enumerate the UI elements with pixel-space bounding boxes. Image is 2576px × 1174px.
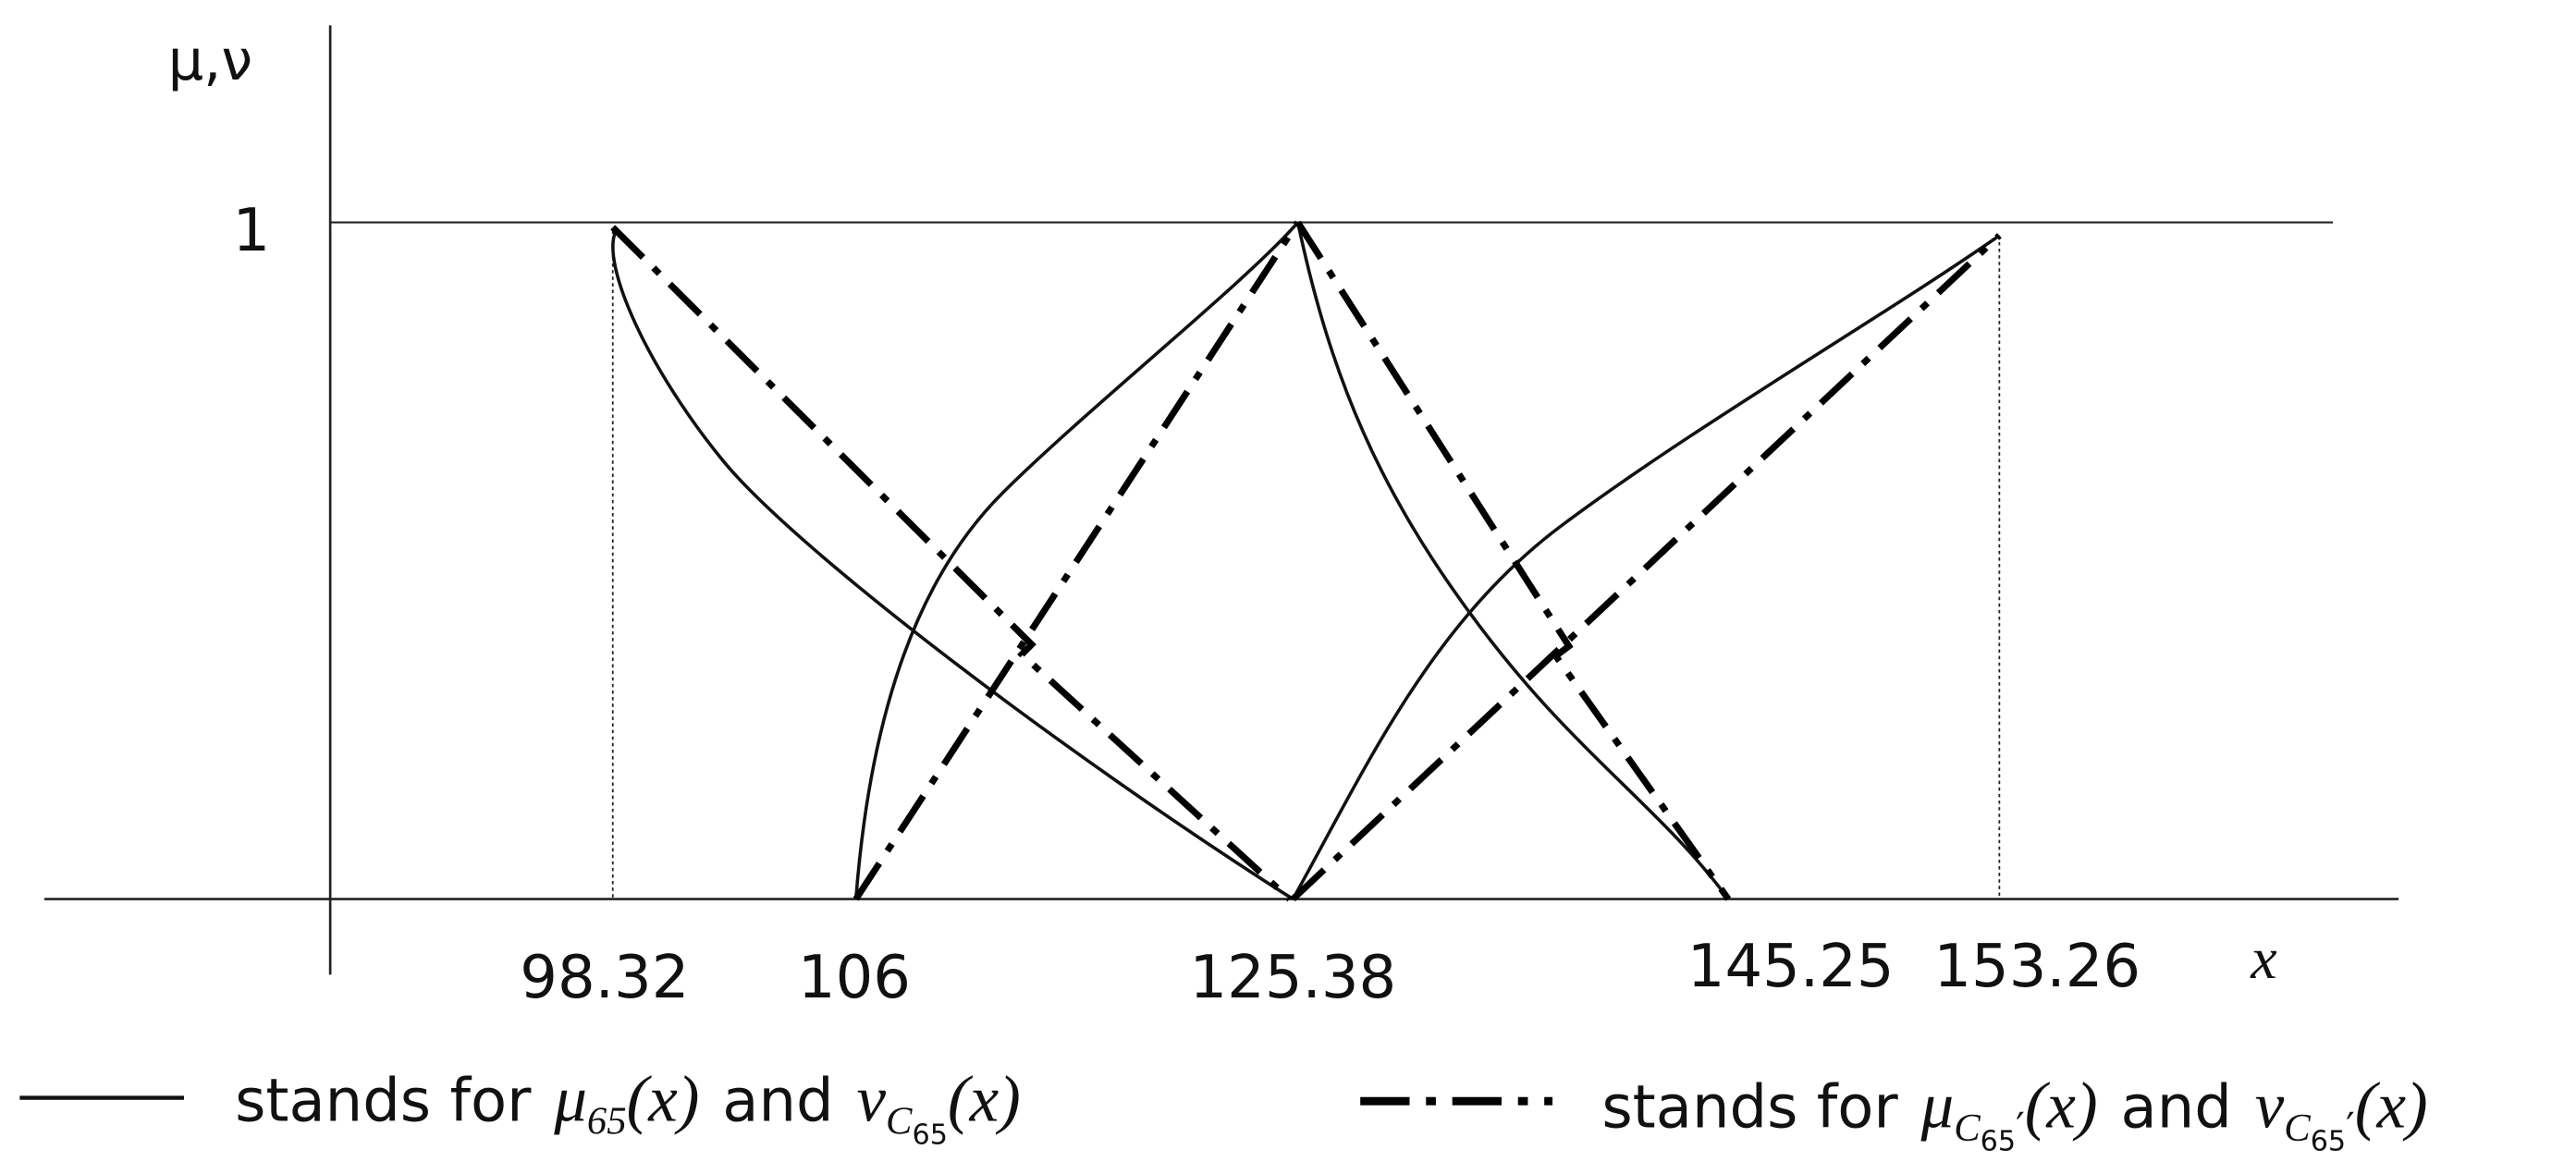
x-tick-label: 153.26 [1933, 933, 2141, 1001]
legend-part: stands for [1601, 1074, 1898, 1143]
x-tick-label: 125.38 [1189, 944, 1396, 1012]
y-label: μ,ν [168, 29, 252, 93]
legend-part: ν [2255, 1070, 2285, 1143]
legend-part: 65 [912, 1119, 947, 1151]
x-tick-label: 106 [798, 944, 911, 1012]
dash-line [1290, 233, 2002, 902]
curve [853, 221, 1300, 899]
legend-text: stands for μC65′(x) and νC65′(x) [1601, 1070, 2427, 1158]
dash-line [853, 220, 1301, 901]
legend-part: ν [857, 1063, 887, 1135]
legend-text: stands for μ65(x) and νC65(x) [235, 1063, 1021, 1151]
legend-part: μ [553, 1063, 587, 1135]
legend-part: 65 [1981, 1125, 2016, 1157]
legend-part: (x) [2355, 1070, 2428, 1143]
legend-part: 65 [2311, 1125, 2346, 1157]
solid-curves [611, 221, 2001, 901]
curve [611, 229, 1294, 901]
legend-part: ′ [2016, 1105, 2025, 1151]
legend-part: 65 [587, 1100, 627, 1143]
x-tick-label: 98.32 [520, 944, 689, 1012]
legend-part: stands for [235, 1067, 532, 1135]
legend-part: C [1954, 1107, 1981, 1150]
legend-part: (x) [627, 1063, 700, 1135]
legend-part: C [2284, 1107, 2311, 1150]
legend-part: and [2121, 1074, 2232, 1143]
curve [1295, 222, 1730, 900]
axes [43, 25, 2399, 975]
legend-part: ′ [2346, 1105, 2355, 1151]
x-tick-label: 145.25 [1687, 933, 1895, 1001]
dash-line [1294, 220, 1732, 901]
y-tick-label: 1 [232, 197, 270, 265]
x-label: x [2250, 925, 2276, 991]
legend-part: μ [1920, 1070, 1955, 1143]
legend-part: and [722, 1067, 833, 1135]
legend-part: (x) [948, 1063, 1021, 1135]
dash-dot-lines [610, 220, 2002, 902]
dash-line [610, 225, 1293, 902]
curve [1291, 234, 2001, 900]
legend-part: C [886, 1100, 913, 1143]
legend-part: (x) [2025, 1070, 2098, 1143]
